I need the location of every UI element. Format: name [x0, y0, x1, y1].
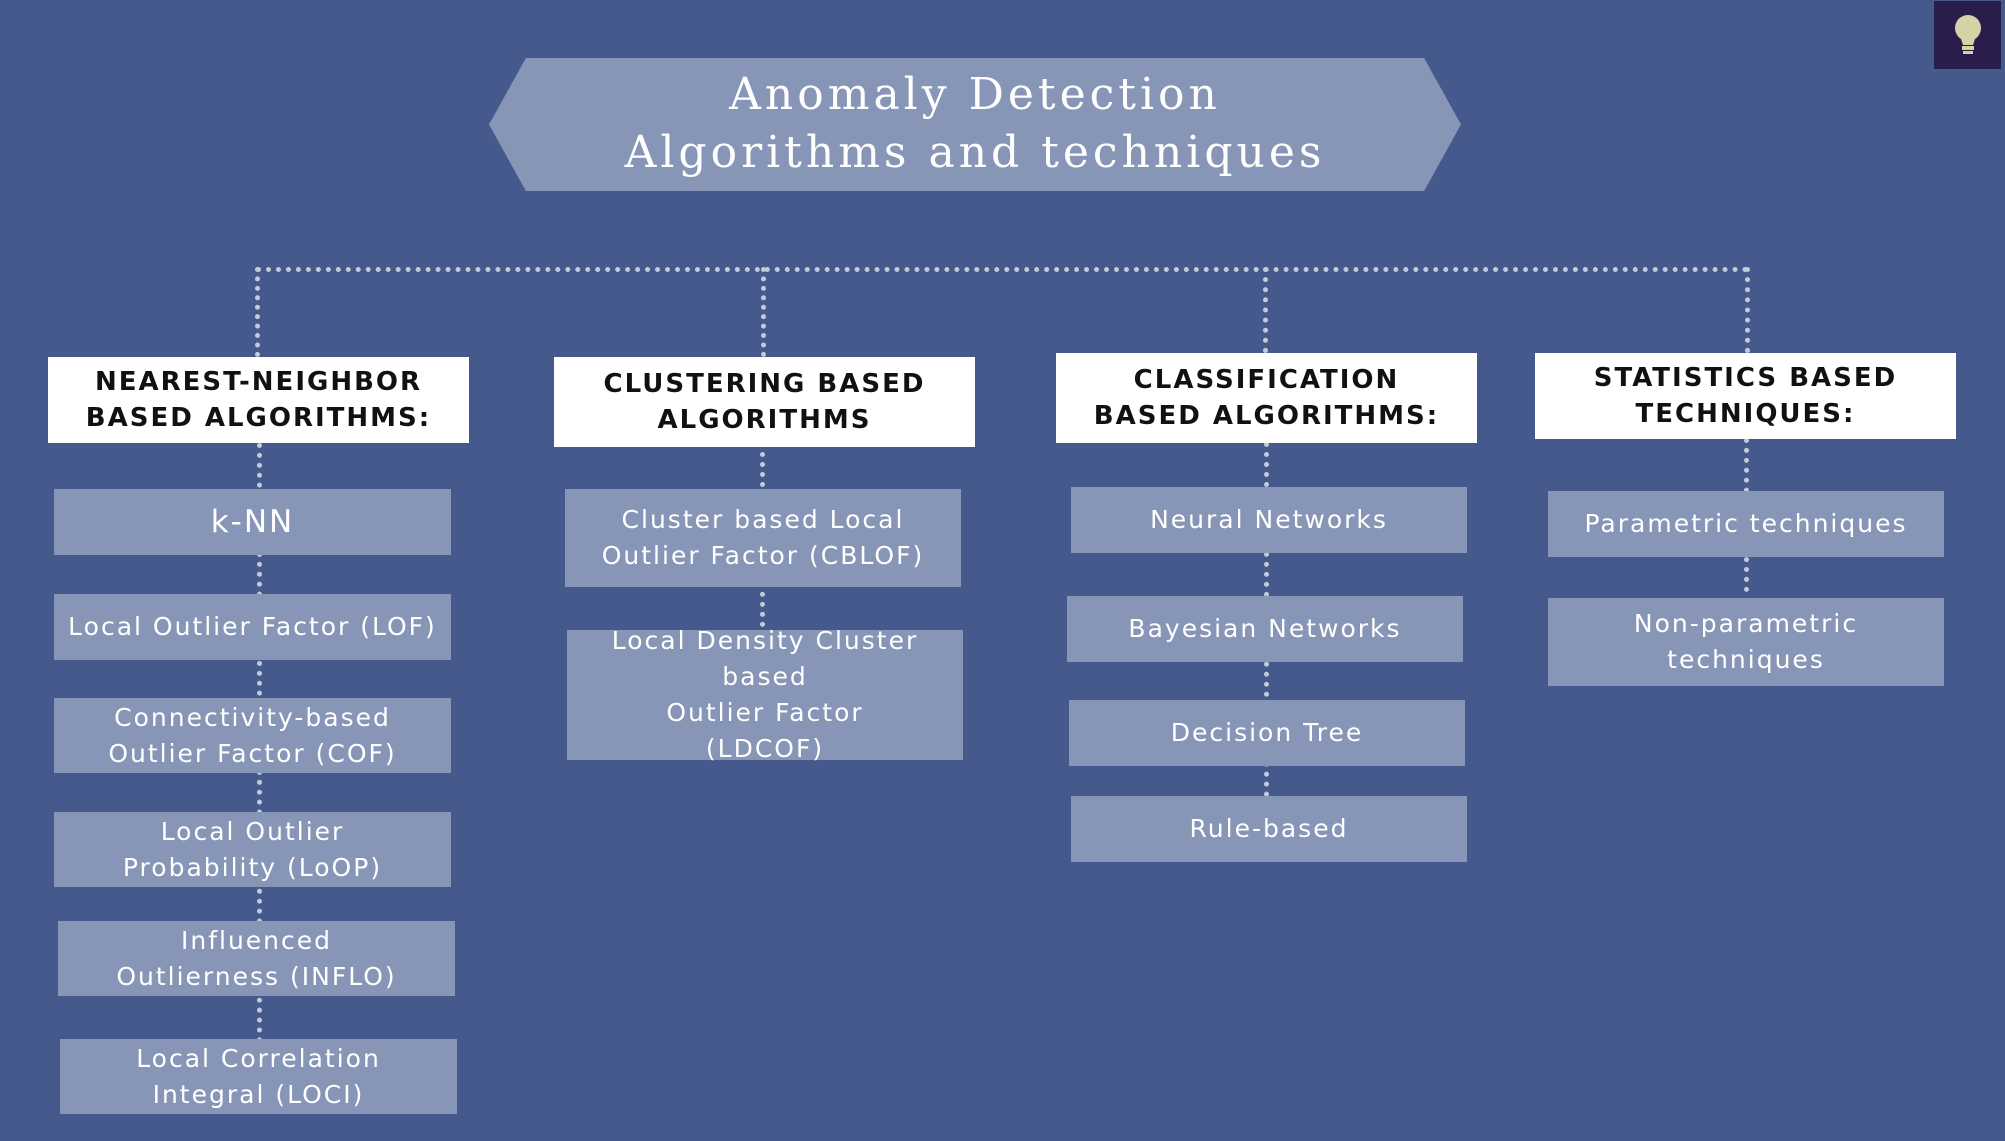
title-line-1: Anomaly Detection — [729, 69, 1221, 120]
item-ldcof: Local Density Cluster based Outlier Fact… — [567, 626, 963, 763]
item-knn: k-NN — [54, 489, 451, 555]
item-cof: Connectivity-based Outlier Factor (COF) — [54, 698, 451, 773]
connector-drop-3 — [1263, 267, 1268, 353]
connector-drop-2 — [761, 267, 766, 357]
item-lof: Local Outlier Factor (LOF) — [54, 594, 451, 660]
lightbulb-icon — [1955, 15, 1981, 54]
item-parametric: Parametric techniques — [1548, 491, 1944, 557]
item-loop: Local Outlier Probability (LoOP) — [54, 812, 451, 887]
item-inflo: Influenced Outlierness (INFLO) — [58, 921, 455, 996]
item-decision-tree: Decision Tree — [1069, 700, 1465, 766]
header-statistics: STATISTICS BASED TECHNIQUES: — [1535, 353, 1956, 439]
title-banner — [489, 58, 1461, 191]
header-nearest-neighbor: NEAREST-NEIGHBOR BASED ALGORITHMS: — [48, 357, 469, 443]
item-non-parametric: Non-parametric techniques — [1548, 598, 1944, 686]
header-clustering: CLUSTERING BASED ALGORITHMS — [554, 357, 975, 447]
item-neural-networks: Neural Networks — [1071, 487, 1467, 553]
lightbulb-button[interactable] — [1934, 1, 2001, 69]
item-loci: Local Correlation Integral (LOCI) — [60, 1039, 457, 1114]
item-cblof: Cluster based Local Outlier Factor (CBLO… — [565, 489, 961, 587]
title-line-2: Algorithms and techniques — [624, 127, 1326, 178]
connector-drop-1 — [255, 267, 260, 357]
item-rule-based: Rule-based — [1071, 796, 1467, 862]
header-classification: CLASSIFICATION BASED ALGORITHMS: — [1056, 353, 1477, 443]
item-bayesian-networks: Bayesian Networks — [1067, 596, 1463, 662]
connector-top-horizontal — [256, 267, 1749, 272]
connector-drop-4 — [1745, 267, 1750, 353]
